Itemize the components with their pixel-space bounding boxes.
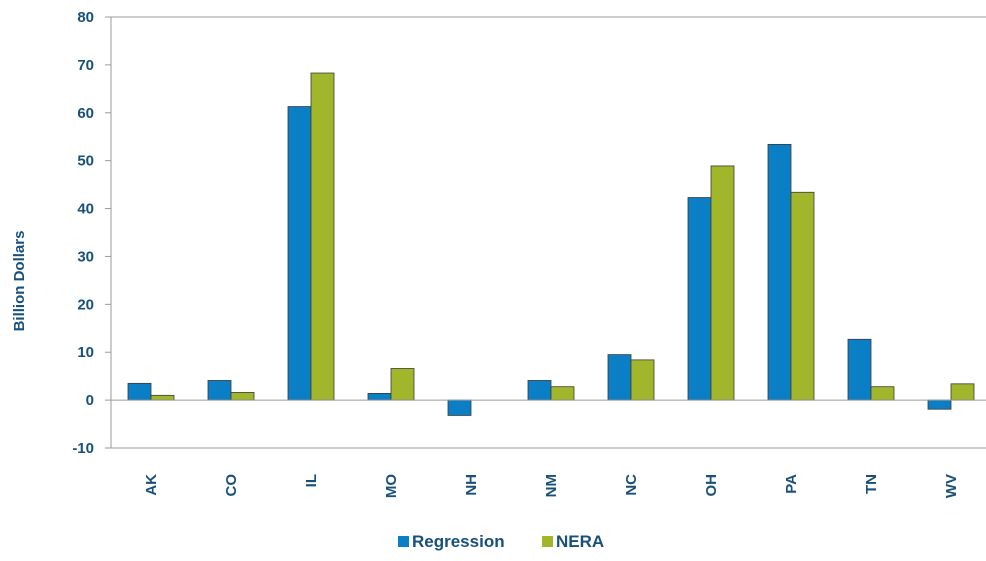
bar-nera-tn <box>870 386 895 401</box>
y-tick-label: -10 <box>72 440 94 457</box>
x-tick-label: WV <box>943 474 960 498</box>
y-tick-label: 40 <box>77 201 94 218</box>
y-tick-label: 20 <box>77 296 94 313</box>
bar-regression-co <box>207 380 232 401</box>
bar-regression-oh <box>687 197 712 401</box>
bar-nera-ak <box>150 394 175 401</box>
bar-regression-nm <box>527 380 552 401</box>
y-tick-label: 30 <box>77 248 94 265</box>
bars <box>127 72 975 416</box>
bar-regression-ak <box>127 382 152 401</box>
x-tick-label: TN <box>863 474 880 494</box>
bar-regression-wv <box>927 399 952 410</box>
bar-nera-mo <box>390 368 415 401</box>
x-tick-label: CO <box>223 474 240 497</box>
x-tick-label: NH <box>463 474 480 496</box>
y-tick-label: 70 <box>77 57 94 74</box>
bar-regression-tn <box>847 338 872 401</box>
x-tick-label: OH <box>703 474 720 497</box>
bar-regression-nc <box>607 354 632 401</box>
legend: Regression NERA <box>398 532 604 551</box>
bar-regression-pa <box>767 143 792 401</box>
legend-swatch-nera <box>542 536 553 547</box>
x-tick-label: PA <box>783 474 800 494</box>
bar-nera-pa <box>790 191 815 401</box>
x-tick-label: NC <box>623 474 640 496</box>
bar-regression-nh <box>447 399 472 416</box>
bar-nera-wv <box>950 383 975 401</box>
bar-nera-nc <box>630 359 655 401</box>
axes <box>105 16 986 449</box>
legend-swatch-regression <box>398 536 409 547</box>
x-tick-label: MO <box>383 474 400 498</box>
tick-labels: -10 0 10 20 30 40 50 60 70 80 AK CO IL MO NH NM NC OH PA TN… <box>72 9 960 498</box>
x-tick-label: AK <box>143 474 160 496</box>
bar-regression-mo <box>367 393 392 401</box>
bar-nera-il <box>310 72 335 401</box>
bar-regression-il <box>287 106 312 401</box>
y-tick-label: 0 <box>86 392 94 409</box>
y-tick-label: 80 <box>77 9 94 26</box>
y-axis-title: Billion Dollars <box>11 231 28 332</box>
y-tick-label: 60 <box>77 105 94 122</box>
bar-nera-nm <box>550 386 575 401</box>
bar-nera-oh <box>710 165 735 401</box>
y-tick-label: 50 <box>77 153 94 170</box>
legend-label-regression: Regression <box>412 532 505 551</box>
legend-label-nera: NERA <box>556 532 604 551</box>
x-tick-label: IL <box>303 474 320 487</box>
y-tick-label: 10 <box>77 344 94 361</box>
x-tick-label: NM <box>543 474 560 497</box>
bar-nera-co <box>230 392 255 401</box>
